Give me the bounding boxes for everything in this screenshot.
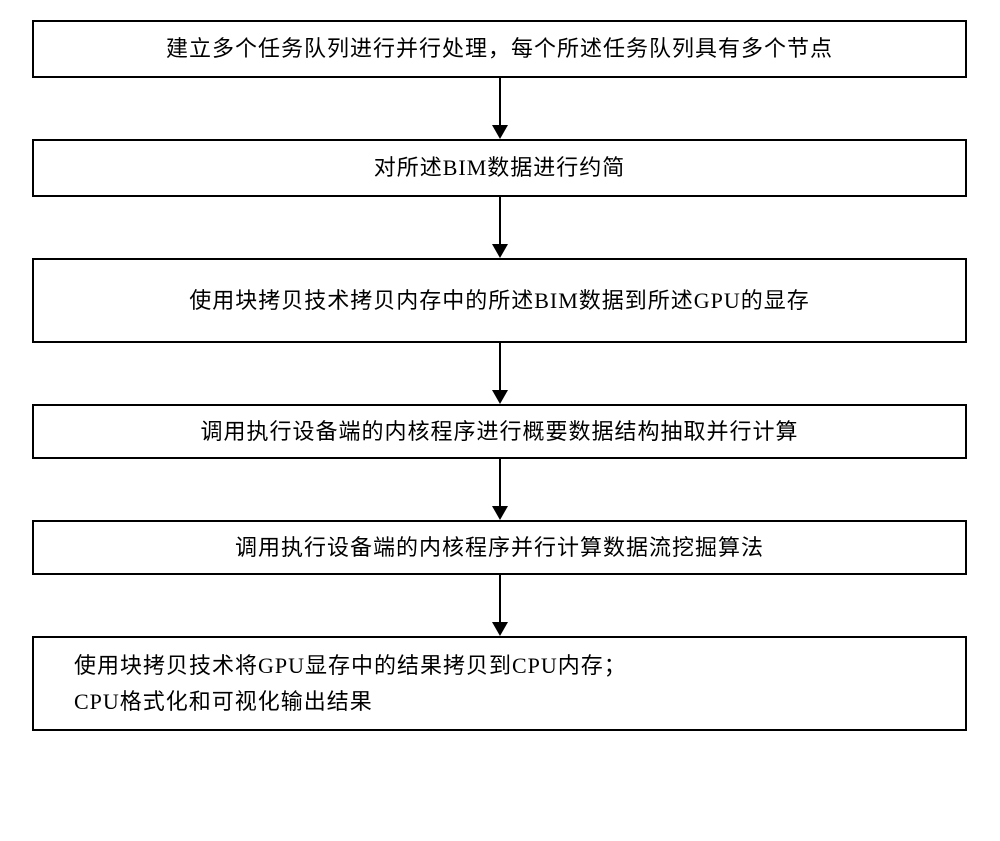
flow-step-1: 建立多个任务队列进行并行处理，每个所述任务队列具有多个节点: [32, 20, 967, 78]
arrow-line: [499, 197, 501, 245]
flow-arrow-3: [492, 343, 508, 404]
flow-step-5: 调用执行设备端的内核程序并行计算数据流挖掘算法: [32, 520, 967, 575]
arrow-line: [499, 343, 501, 391]
arrow-head: [492, 506, 508, 520]
flow-arrow-4: [492, 459, 508, 520]
arrow-head: [492, 622, 508, 636]
flow-step-label: 建立多个任务队列进行并行处理，每个所述任务队列具有多个节点: [166, 31, 833, 66]
flow-arrow-2: [492, 197, 508, 258]
flow-step-3: 使用块拷贝技术拷贝内存中的所述BIM数据到所述GPU的显存: [32, 258, 967, 343]
arrow-line: [499, 78, 501, 126]
flow-step-6: 使用块拷贝技术将GPU显存中的结果拷贝到CPU内存； CPU格式化和可视化输出结…: [32, 636, 967, 731]
flow-step-2: 对所述BIM数据进行约简: [32, 139, 967, 197]
flow-step-label: 调用执行设备端的内核程序并行计算数据流挖掘算法: [235, 530, 764, 565]
arrow-line: [499, 459, 501, 507]
arrow-line: [499, 575, 501, 623]
flow-step-4: 调用执行设备端的内核程序进行概要数据结构抽取并行计算: [32, 404, 967, 459]
arrow-head: [492, 390, 508, 404]
flow-step-label: 使用块拷贝技术将GPU显存中的结果拷贝到CPU内存； CPU格式化和可视化输出结…: [74, 648, 627, 718]
arrow-head: [492, 125, 508, 139]
flow-arrow-1: [492, 78, 508, 139]
flowchart-container: 建立多个任务队列进行并行处理，每个所述任务队列具有多个节点对所述BIM数据进行约…: [32, 20, 967, 731]
arrow-head: [492, 244, 508, 258]
flow-step-label: 调用执行设备端的内核程序进行概要数据结构抽取并行计算: [200, 414, 798, 449]
flow-arrow-5: [492, 575, 508, 636]
flow-step-label: 使用块拷贝技术拷贝内存中的所述BIM数据到所述GPU的显存: [189, 283, 810, 318]
flow-step-label: 对所述BIM数据进行约简: [374, 150, 626, 185]
